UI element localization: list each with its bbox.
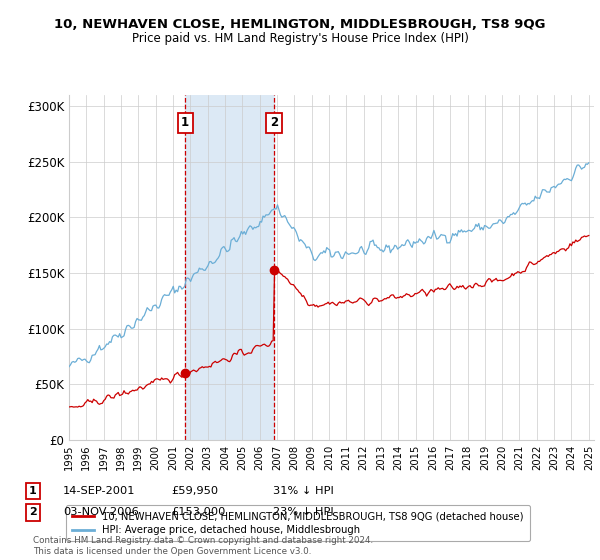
Text: 2: 2 <box>29 507 37 517</box>
Text: £153,000: £153,000 <box>171 507 226 517</box>
Legend: 10, NEWHAVEN CLOSE, HEMLINGTON, MIDDLESBROUGH, TS8 9QG (detached house), HPI: Av: 10, NEWHAVEN CLOSE, HEMLINGTON, MIDDLESB… <box>67 505 530 541</box>
Text: 10, NEWHAVEN CLOSE, HEMLINGTON, MIDDLESBROUGH, TS8 9QG: 10, NEWHAVEN CLOSE, HEMLINGTON, MIDDLESB… <box>54 18 546 31</box>
Text: 31% ↓ HPI: 31% ↓ HPI <box>273 486 334 496</box>
Text: 23% ↓ HPI: 23% ↓ HPI <box>273 507 334 517</box>
Text: Price paid vs. HM Land Registry's House Price Index (HPI): Price paid vs. HM Land Registry's House … <box>131 32 469 45</box>
Bar <box>185 95 274 440</box>
Text: £59,950: £59,950 <box>171 486 218 496</box>
Text: 03-NOV-2006: 03-NOV-2006 <box>63 507 139 517</box>
Text: 2: 2 <box>270 116 278 129</box>
Text: 1: 1 <box>181 116 189 129</box>
Text: Contains HM Land Registry data © Crown copyright and database right 2024.
This d: Contains HM Land Registry data © Crown c… <box>33 536 373 556</box>
Text: 14-SEP-2001: 14-SEP-2001 <box>63 486 136 496</box>
Text: 1: 1 <box>29 486 37 496</box>
